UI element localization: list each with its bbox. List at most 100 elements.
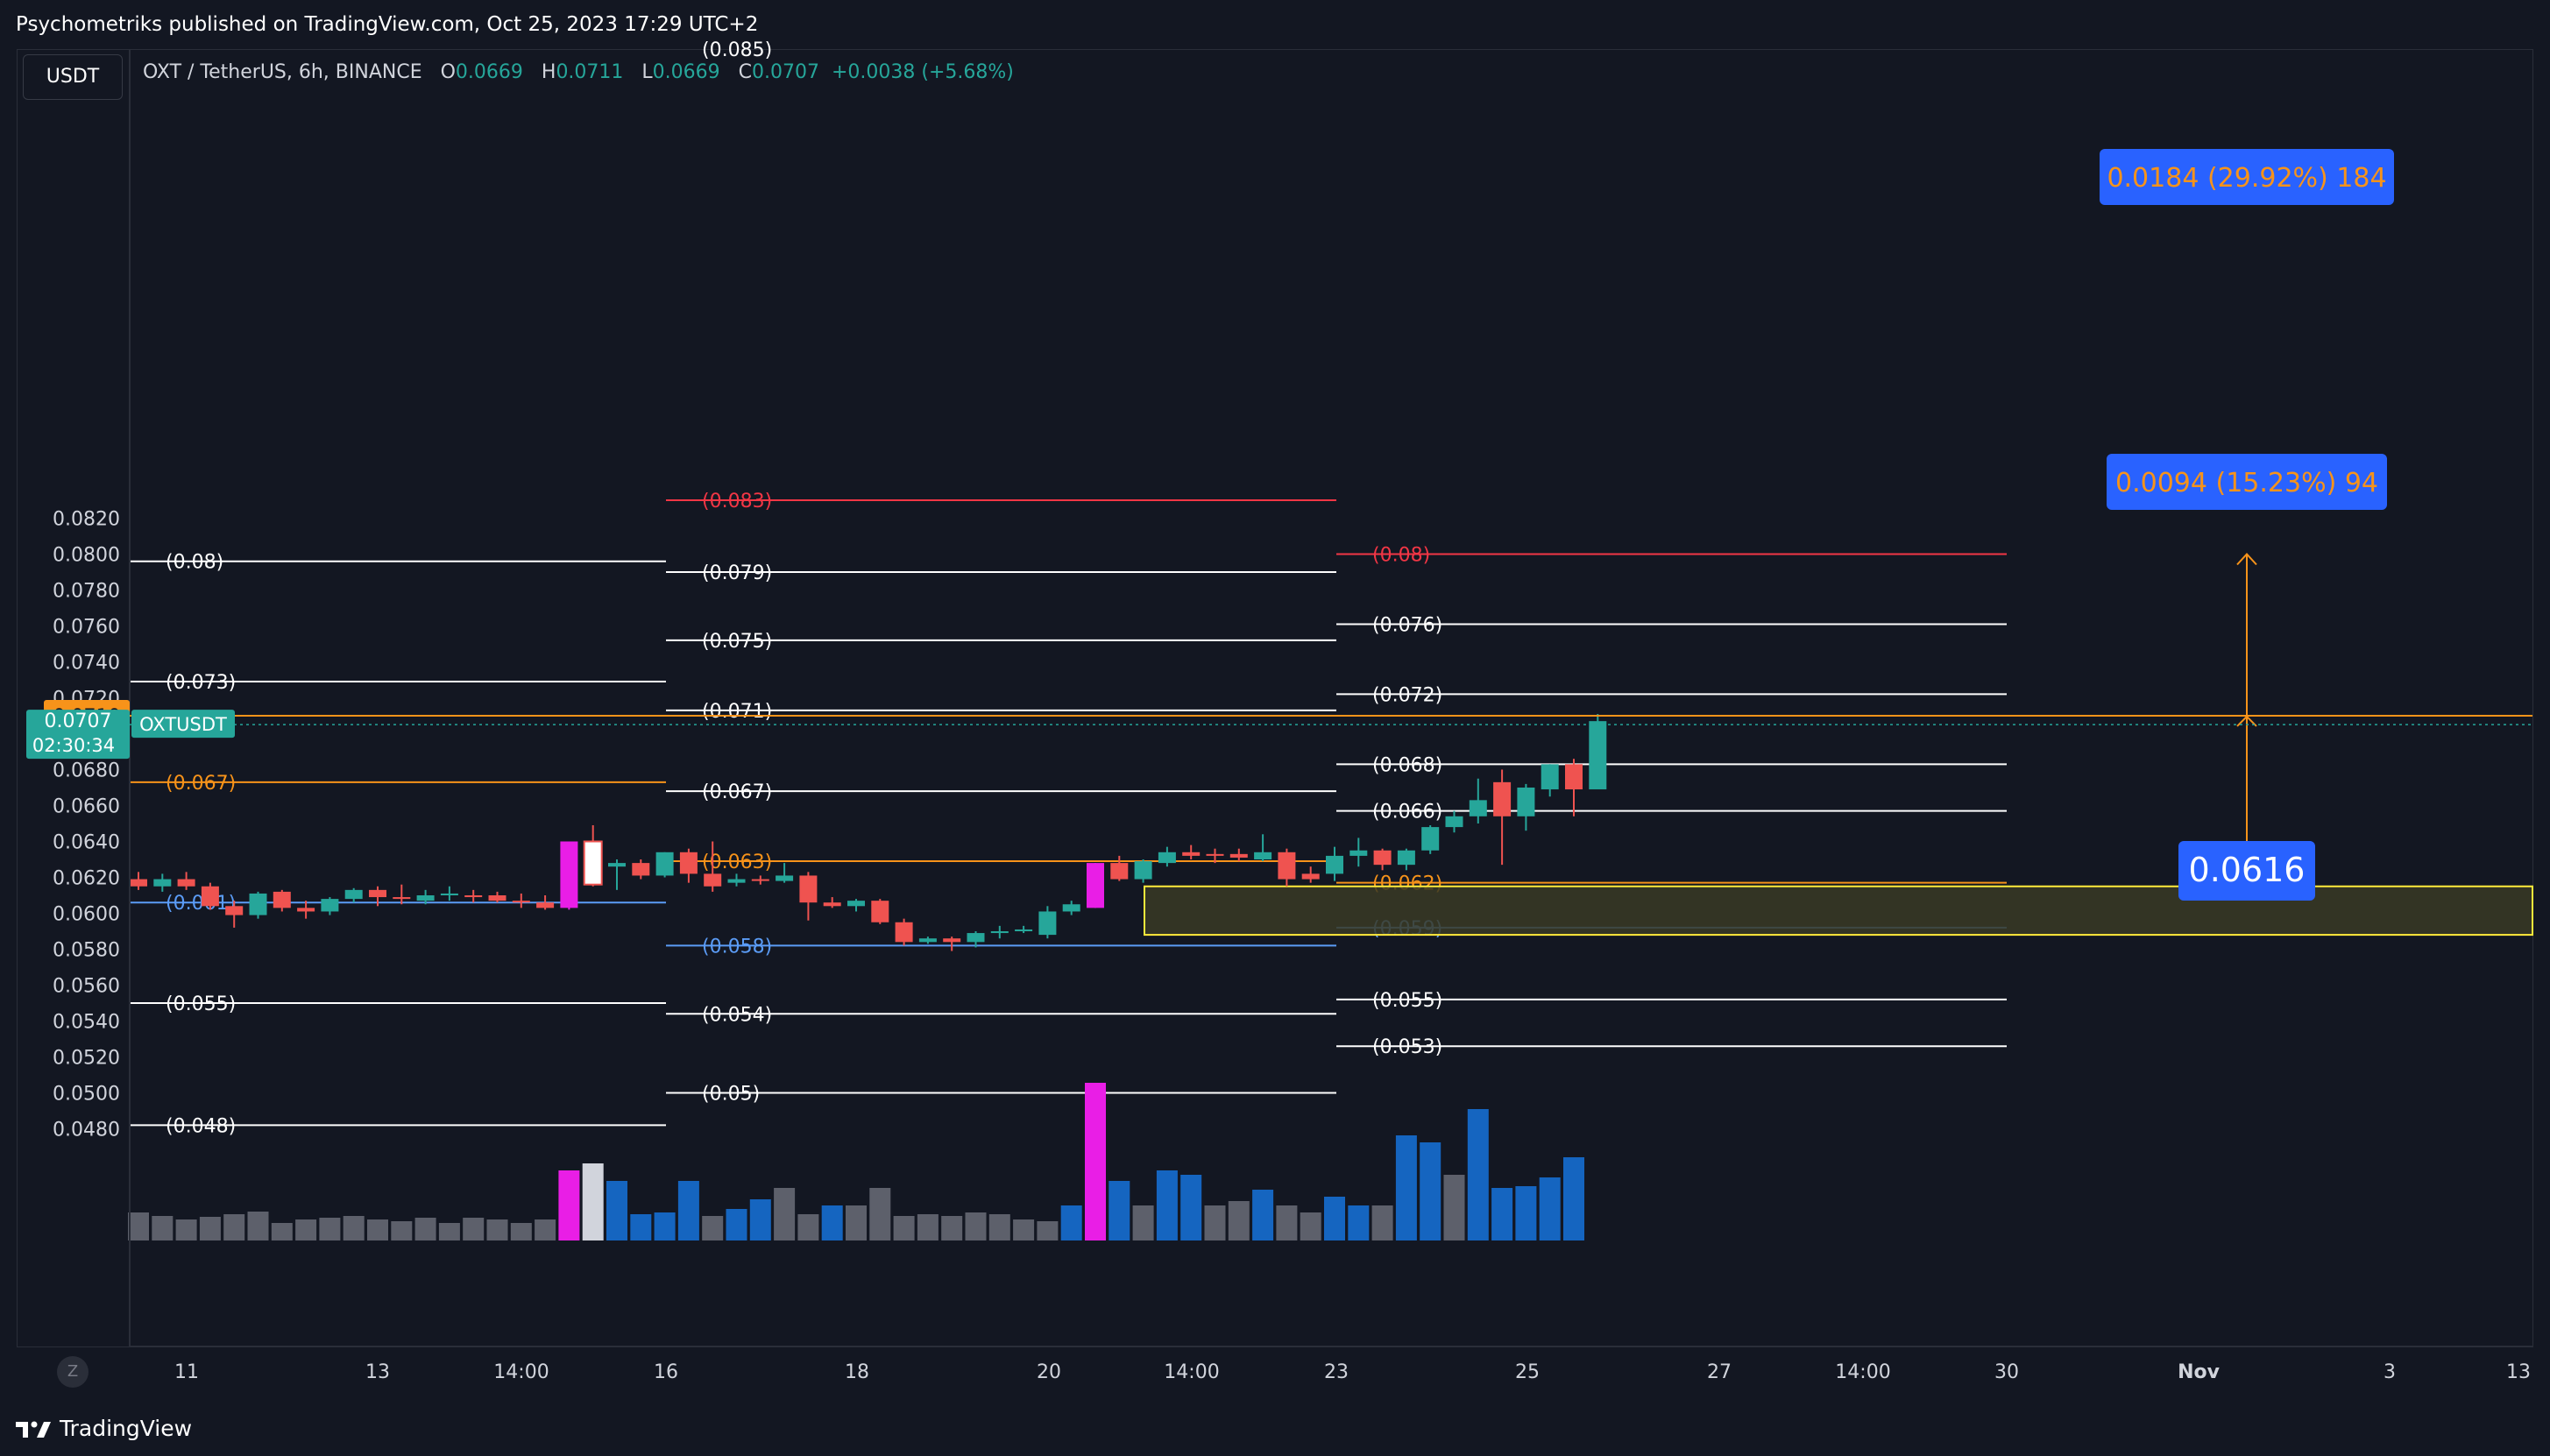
candle[interactable] (1015, 925, 1033, 934)
candle[interactable] (655, 852, 674, 878)
candle[interactable] (1445, 810, 1463, 833)
candle[interactable] (488, 891, 506, 903)
candle[interactable] (536, 895, 555, 910)
candle-body (464, 895, 483, 898)
volume-bar (391, 1221, 413, 1240)
candle[interactable] (464, 889, 483, 903)
candle[interactable] (727, 873, 746, 887)
candle[interactable] (560, 841, 578, 910)
measure-label-lower[interactable]: 0.0616 (2178, 841, 2315, 901)
candle[interactable] (776, 863, 794, 883)
candle[interactable] (201, 882, 219, 910)
symbol-legend[interactable]: OXT / TetherUS, 6h, BINANCE O0.0669 H0.0… (143, 61, 1014, 83)
candle[interactable] (1087, 863, 1104, 908)
candle[interactable] (1493, 769, 1512, 866)
candle[interactable] (393, 884, 411, 905)
candle-body (1254, 852, 1272, 859)
measure-label-middle[interactable]: 0.0094 (15.23%) 94 (2107, 454, 2387, 510)
candle[interactable] (967, 931, 985, 948)
volume-bar (247, 1212, 269, 1240)
volume-bar (1085, 1083, 1106, 1240)
candle[interactable] (1182, 845, 1201, 859)
candle-body (895, 922, 913, 943)
candle[interactable] (369, 886, 386, 907)
candle[interactable] (273, 889, 291, 912)
candle-body (990, 931, 1009, 934)
measure-label-upper[interactable]: 0.0184 (29.92%) 184 (2100, 149, 2394, 205)
candle-body (608, 863, 626, 867)
symbol-price-tag: OXTUSDT (131, 710, 235, 739)
candle[interactable] (321, 897, 339, 915)
candle[interactable] (990, 925, 1009, 939)
demand-zone[interactable] (1144, 885, 2533, 937)
volume-bar (199, 1217, 221, 1240)
candle-body (416, 895, 435, 901)
candle[interactable] (1373, 848, 1392, 871)
candle[interactable] (1278, 848, 1296, 887)
candle[interactable] (440, 886, 458, 901)
candle[interactable] (1349, 838, 1368, 867)
candle[interactable] (704, 841, 722, 892)
candle-body (297, 908, 315, 912)
candle[interactable] (1469, 778, 1487, 823)
candle[interactable] (918, 937, 937, 944)
currency-selector-button[interactable]: USDT (23, 54, 123, 100)
candle[interactable] (1326, 846, 1343, 881)
volume-bar (630, 1214, 652, 1240)
candle[interactable] (895, 918, 913, 946)
candle[interactable] (225, 901, 244, 928)
candle[interactable] (1565, 759, 1583, 816)
candle[interactable] (1517, 783, 1535, 831)
candle[interactable] (871, 899, 889, 924)
candle[interactable] (1421, 825, 1440, 854)
candle[interactable] (799, 872, 818, 921)
symbol-line: OXT / TetherUS, 6h, BINANCE (143, 61, 422, 83)
candle[interactable] (608, 859, 626, 890)
candle-body (1493, 781, 1512, 816)
candle[interactable] (1589, 713, 1607, 790)
y-tick-label: 0.0540 (53, 1012, 120, 1034)
candle[interactable] (297, 901, 315, 919)
candle[interactable] (1541, 764, 1559, 797)
candle-body (1397, 850, 1415, 866)
candle[interactable] (751, 875, 769, 885)
candle[interactable] (1397, 848, 1415, 871)
volume-bar (1180, 1175, 1202, 1240)
candle[interactable] (679, 848, 698, 883)
last-price-value: 0.0707 (45, 710, 112, 732)
candle[interactable] (1254, 834, 1272, 862)
candle[interactable] (512, 893, 530, 908)
candle[interactable] (1206, 848, 1224, 864)
x-tick-label: 16 (654, 1361, 678, 1383)
volume-bar (582, 1163, 604, 1240)
candle[interactable] (1110, 855, 1129, 881)
candle[interactable] (153, 873, 172, 892)
candle[interactable] (177, 872, 195, 890)
candle[interactable] (847, 899, 865, 912)
candle[interactable] (583, 825, 603, 887)
candle[interactable] (249, 891, 267, 919)
candle[interactable] (344, 887, 363, 903)
volume-bar (319, 1218, 341, 1240)
last-price-tag-bg (26, 710, 130, 760)
x-tick-label: 14:00 (1164, 1361, 1219, 1383)
candle[interactable] (1229, 848, 1248, 862)
candle[interactable] (416, 889, 435, 905)
candle[interactable] (1158, 846, 1176, 867)
volume-bar (965, 1212, 987, 1240)
candle[interactable] (1134, 859, 1152, 883)
candle[interactable] (1062, 901, 1080, 915)
candle[interactable] (823, 897, 841, 908)
z-label: Z (67, 1362, 79, 1381)
candle[interactable] (943, 937, 961, 951)
tradingview-logo[interactable]: TradingView (16, 1402, 192, 1456)
y-tick-label: 0.0640 (53, 832, 120, 854)
level-label: (0.058) (702, 936, 772, 958)
candle[interactable] (632, 859, 650, 880)
candle[interactable] (1301, 866, 1320, 883)
zoom-reset-button[interactable]: Z (57, 1356, 89, 1388)
candle[interactable] (130, 872, 147, 890)
published-text: Psychometriks published on TradingView.c… (16, 13, 759, 36)
candle[interactable] (1038, 906, 1057, 939)
